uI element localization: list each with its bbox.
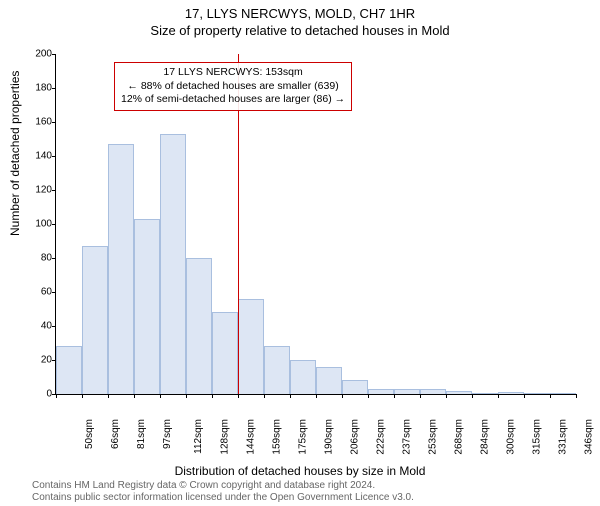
histogram-bar	[342, 380, 368, 394]
xtick-label: 284sqm	[480, 419, 491, 455]
xtick-label: 97sqm	[162, 419, 173, 449]
xtick-label: 253sqm	[428, 419, 439, 455]
xtick-label: 128sqm	[220, 419, 231, 455]
histogram-bar	[498, 392, 524, 394]
histogram-bar	[524, 393, 550, 394]
footnote-line1: Contains HM Land Registry data © Crown c…	[32, 480, 414, 492]
histogram-bar	[56, 346, 82, 394]
xtick-label: 81sqm	[136, 419, 147, 449]
ytick-label: 160	[24, 117, 52, 128]
histogram-bar	[420, 389, 446, 394]
histogram-bar	[212, 312, 238, 394]
histogram-bar	[472, 393, 498, 394]
histogram-bar	[368, 389, 394, 394]
ytick-label: 180	[24, 83, 52, 94]
xtick-label: 346sqm	[584, 419, 595, 455]
histogram-bar	[238, 299, 264, 394]
ytick-label: 80	[24, 253, 52, 264]
histogram-bar	[108, 144, 134, 394]
xtick-label: 315sqm	[532, 419, 543, 455]
histogram-bar	[160, 134, 186, 394]
xtick-label: 112sqm	[193, 419, 204, 454]
xtick-label: 159sqm	[272, 419, 283, 455]
annotation-box: 17 LLYS NERCWYS: 153sqm← 88% of detached…	[114, 62, 352, 111]
histogram-bar	[186, 258, 212, 394]
ytick-label: 120	[24, 185, 52, 196]
x-axis-label: Distribution of detached houses by size …	[0, 464, 600, 478]
chart-area: 02040608010012014016018020050sqm66sqm81s…	[55, 54, 575, 434]
ytick-label: 140	[24, 151, 52, 162]
xtick-label: 222sqm	[376, 419, 387, 455]
histogram-bar	[550, 393, 576, 394]
histogram-bar	[316, 367, 342, 394]
ytick-label: 20	[24, 355, 52, 366]
histogram-bar	[82, 246, 108, 394]
histogram-bar	[290, 360, 316, 394]
xtick-label: 331sqm	[558, 419, 569, 455]
xtick-label: 268sqm	[454, 419, 465, 455]
xtick-label: 300sqm	[506, 419, 517, 455]
ytick-label: 0	[24, 389, 52, 400]
footnote-line2: Contains public sector information licen…	[32, 492, 414, 504]
histogram-bar	[134, 219, 160, 394]
xtick-label: 237sqm	[402, 419, 413, 455]
histogram-bar	[394, 389, 420, 394]
histogram-bar	[446, 391, 472, 394]
histogram-bar	[264, 346, 290, 394]
annotation-line: ← 88% of detached houses are smaller (63…	[121, 80, 345, 94]
xtick-label: 190sqm	[324, 419, 335, 455]
y-axis-label: Number of detached properties	[8, 71, 22, 236]
xtick-label: 66sqm	[110, 419, 121, 449]
xtick-label: 175sqm	[298, 419, 309, 455]
title-sub: Size of property relative to detached ho…	[0, 23, 600, 38]
title-main: 17, LLYS NERCWYS, MOLD, CH7 1HR	[0, 6, 600, 21]
ytick-label: 60	[24, 287, 52, 298]
xtick-label: 206sqm	[350, 419, 361, 455]
annotation-line: 12% of semi-detached houses are larger (…	[121, 93, 345, 107]
footnote: Contains HM Land Registry data © Crown c…	[32, 480, 414, 504]
annotation-line: 17 LLYS NERCWYS: 153sqm	[121, 66, 345, 80]
xtick-label: 144sqm	[246, 419, 257, 455]
ytick-label: 200	[24, 49, 52, 60]
ytick-label: 100	[24, 219, 52, 230]
xtick-label: 50sqm	[84, 419, 95, 449]
plot-region: 02040608010012014016018020050sqm66sqm81s…	[55, 54, 576, 395]
ytick-label: 40	[24, 321, 52, 332]
